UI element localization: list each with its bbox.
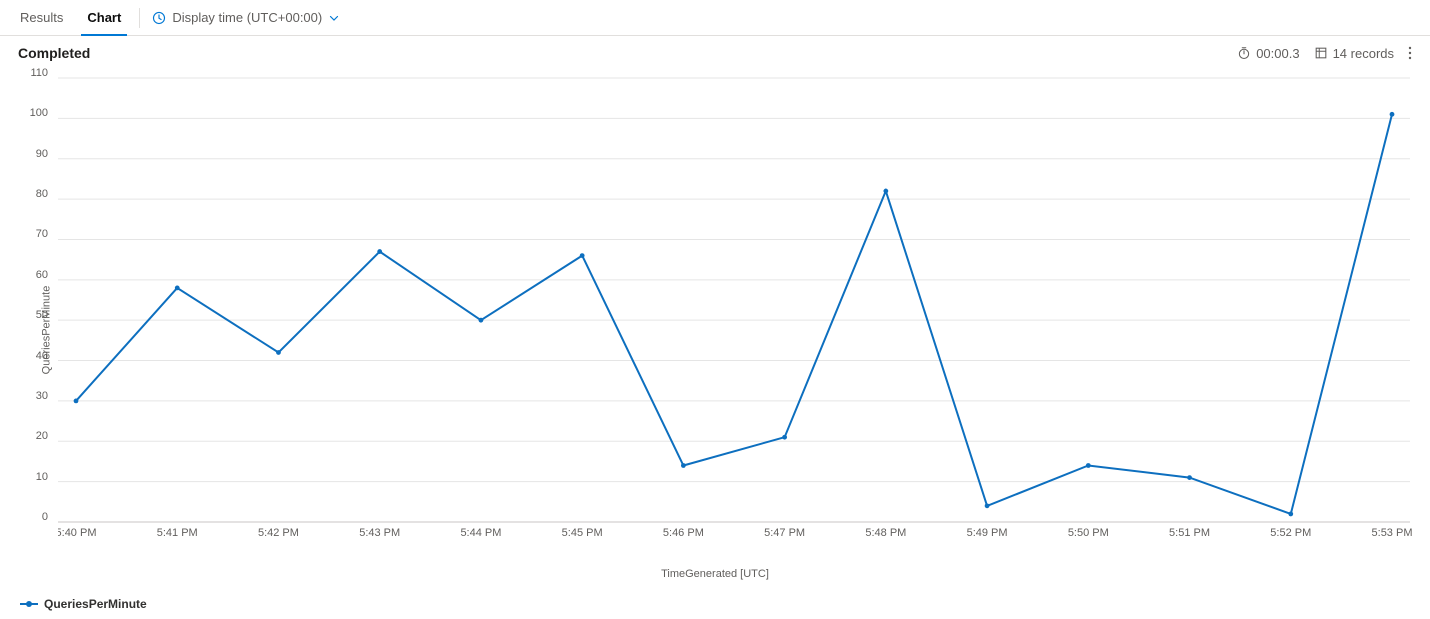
svg-text:5:51 PM: 5:51 PM bbox=[1169, 527, 1210, 539]
y-tick-label: 0 bbox=[42, 511, 48, 523]
record-count-value: 14 records bbox=[1333, 46, 1394, 61]
clock-icon bbox=[152, 11, 166, 25]
svg-text:5:45 PM: 5:45 PM bbox=[562, 527, 603, 539]
tab-chart[interactable]: Chart bbox=[75, 0, 133, 36]
svg-text:5:49 PM: 5:49 PM bbox=[967, 527, 1008, 539]
y-tick-label: 50 bbox=[36, 309, 48, 321]
y-tick-label: 70 bbox=[36, 228, 48, 240]
legend-label: QueriesPerMinute bbox=[44, 597, 147, 611]
svg-text:5:50 PM: 5:50 PM bbox=[1068, 527, 1109, 539]
tab-chart-label: Chart bbox=[87, 10, 121, 25]
y-tick-label: 60 bbox=[36, 269, 48, 281]
y-tick-label: 110 bbox=[30, 67, 48, 79]
x-axis-title: TimeGenerated [UTC] bbox=[0, 568, 1430, 580]
elapsed-time-value: 00:00.3 bbox=[1256, 46, 1299, 61]
y-tick-label: 10 bbox=[36, 471, 48, 483]
svg-text:5:46 PM: 5:46 PM bbox=[663, 527, 704, 539]
query-status: Completed bbox=[18, 45, 90, 61]
y-tick-labels: 0102030405060708090100110 bbox=[0, 74, 54, 518]
chevron-down-icon bbox=[328, 12, 340, 24]
y-tick-label: 20 bbox=[36, 430, 48, 442]
y-tick-label: 100 bbox=[30, 107, 48, 119]
chart-svg: 5:40 PM 5:41 PM 5:42 PM 5:43 PM 5:44 PM 5:45 … bbox=[58, 74, 1414, 544]
records-icon bbox=[1314, 46, 1328, 60]
y-tick-label: 30 bbox=[36, 390, 48, 402]
tabs: Results Chart bbox=[8, 0, 133, 36]
chart-plot[interactable]: 5:40 PM 5:41 PM 5:42 PM 5:43 PM 5:44 PM 5:45 … bbox=[58, 74, 1414, 544]
separator bbox=[139, 8, 140, 28]
record-count: 14 records bbox=[1314, 46, 1394, 61]
svg-text:5:47 PM: 5:47 PM bbox=[764, 527, 805, 539]
tab-results[interactable]: Results bbox=[8, 0, 75, 36]
svg-text:5:48 PM: 5:48 PM bbox=[865, 527, 906, 539]
tab-results-label: Results bbox=[20, 10, 63, 25]
chart-legend[interactable]: QueriesPerMinute bbox=[20, 597, 147, 611]
elapsed-time: 00:00.3 bbox=[1237, 46, 1299, 61]
svg-text:5:43 PM: 5:43 PM bbox=[359, 527, 400, 539]
y-tick-label: 80 bbox=[36, 188, 48, 200]
toolbar: Results Chart Display time (UTC+00:00) bbox=[0, 0, 1430, 36]
display-time-label: Display time (UTC+00:00) bbox=[172, 10, 322, 25]
svg-text:5:52 PM: 5:52 PM bbox=[1270, 527, 1311, 539]
query-meta: 00:00.3 14 records bbox=[1237, 46, 1412, 61]
svg-text:5:41 PM: 5:41 PM bbox=[157, 527, 198, 539]
legend-swatch bbox=[20, 603, 38, 605]
y-tick-label: 40 bbox=[36, 350, 48, 362]
status-bar: Completed 00:00.3 14 records bbox=[0, 36, 1430, 70]
stopwatch-icon bbox=[1237, 46, 1251, 60]
display-time-selector[interactable]: Display time (UTC+00:00) bbox=[146, 10, 346, 25]
chart-area: QueriesPerMinute 5:40 PM5:41 PM5:42 PM5:… bbox=[0, 70, 1430, 590]
y-tick-label: 90 bbox=[36, 148, 48, 160]
svg-text:5:44 PM: 5:44 PM bbox=[460, 527, 501, 539]
more-icon[interactable] bbox=[1408, 46, 1412, 60]
svg-text:5:40 PM: 5:40 PM bbox=[58, 527, 96, 539]
svg-text:5:42 PM: 5:42 PM bbox=[258, 527, 299, 539]
svg-text:5:53 PM: 5:53 PM bbox=[1372, 527, 1413, 539]
